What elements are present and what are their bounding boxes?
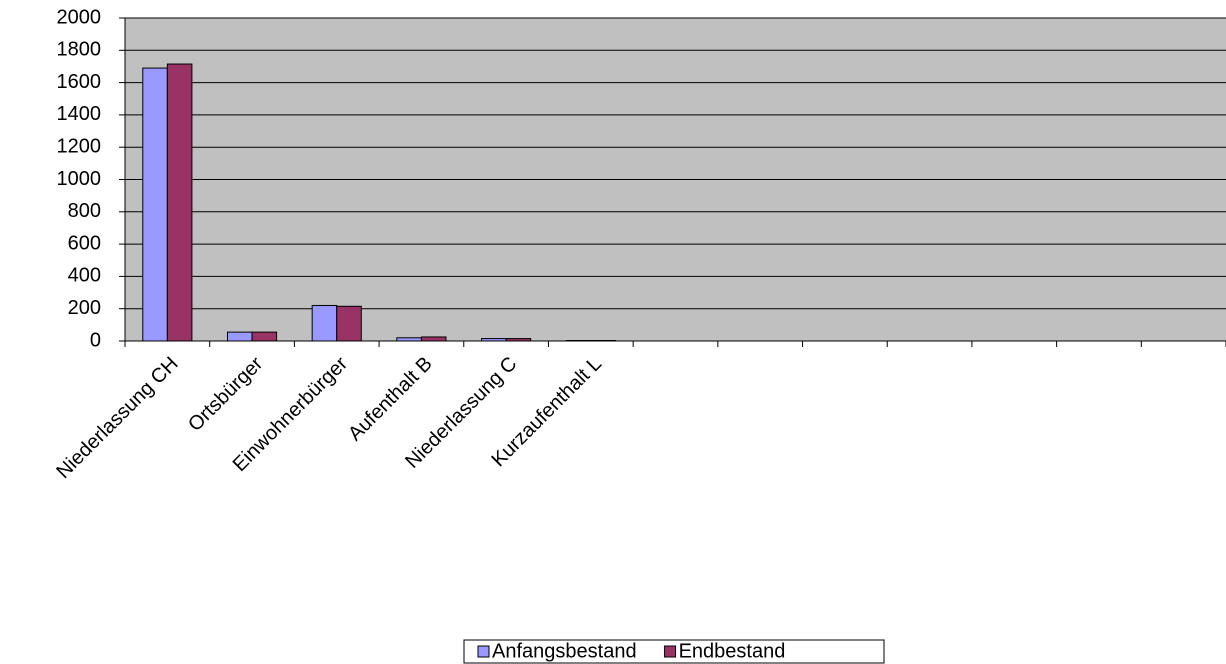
legend-swatch — [664, 645, 677, 658]
y-tick-label: 1000 — [57, 168, 102, 190]
bar — [142, 67, 168, 342]
x-tick-label: Aufenthalt B — [344, 353, 437, 446]
legend-label: Anfangsbestand — [492, 640, 637, 662]
bar — [420, 336, 447, 342]
y-tick-label: 600 — [68, 232, 101, 254]
y-tick-label: 800 — [68, 200, 101, 222]
y-tick-label: 400 — [68, 265, 101, 287]
y-tick-label: 2000 — [57, 6, 102, 28]
y-tick-label: 0 — [90, 329, 101, 351]
y-tick-label: 200 — [68, 297, 101, 319]
bar — [481, 338, 507, 342]
x-tick-label: Ortsbürger — [184, 352, 267, 435]
bar — [396, 337, 422, 342]
bar — [226, 331, 253, 342]
legend: Anfangsbestand Endbestand — [463, 639, 885, 664]
legend-label: Endbestand — [679, 640, 786, 662]
bar — [505, 338, 532, 342]
bar — [311, 304, 338, 342]
x-tick-label: Niederlassung CH — [52, 353, 182, 483]
y-tick-label: 1400 — [57, 103, 102, 125]
bar — [251, 331, 278, 342]
y-tick-label: 1600 — [57, 71, 102, 93]
legend-swatch — [477, 645, 490, 658]
bar — [166, 63, 193, 342]
y-tick-label: 1800 — [57, 39, 102, 61]
bar — [336, 305, 362, 342]
y-tick-label: 1200 — [57, 135, 102, 157]
